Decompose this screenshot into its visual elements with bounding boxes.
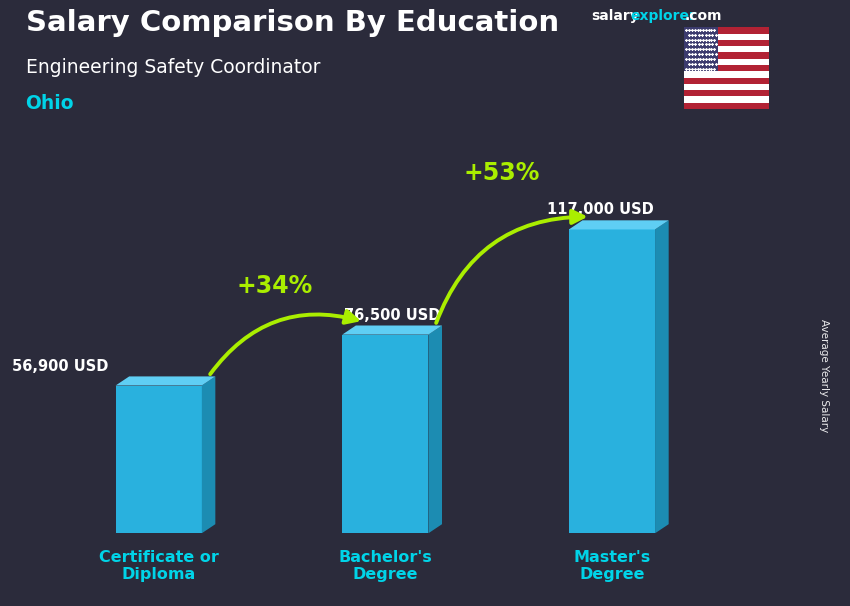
- Polygon shape: [343, 325, 442, 335]
- Bar: [684, 27, 769, 33]
- Polygon shape: [428, 325, 442, 533]
- Bar: [684, 90, 769, 96]
- Bar: [684, 72, 769, 78]
- Text: Ohio: Ohio: [26, 94, 74, 113]
- Bar: [343, 335, 428, 533]
- Text: 56,900 USD: 56,900 USD: [13, 359, 109, 373]
- Bar: [569, 230, 655, 533]
- Text: Salary Comparison By Education: Salary Comparison By Education: [26, 9, 558, 37]
- Bar: [684, 40, 769, 46]
- Text: Engineering Safety Coordinator: Engineering Safety Coordinator: [26, 58, 320, 76]
- Text: explorer: explorer: [631, 9, 697, 23]
- Text: 117,000 USD: 117,000 USD: [547, 202, 654, 218]
- Bar: [684, 59, 769, 65]
- Text: salary: salary: [591, 9, 638, 23]
- Polygon shape: [655, 221, 669, 533]
- Text: .com: .com: [685, 9, 722, 23]
- Text: +53%: +53%: [463, 161, 540, 185]
- Polygon shape: [116, 376, 215, 385]
- Text: +34%: +34%: [236, 273, 313, 298]
- Polygon shape: [201, 376, 215, 533]
- Bar: [684, 46, 769, 53]
- Bar: [116, 385, 201, 533]
- Bar: [684, 84, 769, 90]
- Bar: [684, 103, 769, 109]
- Bar: [684, 33, 769, 40]
- Bar: [684, 78, 769, 84]
- Text: Average Yearly Salary: Average Yearly Salary: [819, 319, 829, 432]
- Bar: [684, 53, 769, 59]
- Bar: [684, 96, 769, 103]
- Text: 76,500 USD: 76,500 USD: [344, 308, 440, 322]
- Bar: [684, 27, 718, 72]
- Polygon shape: [569, 221, 669, 230]
- Bar: [684, 65, 769, 72]
